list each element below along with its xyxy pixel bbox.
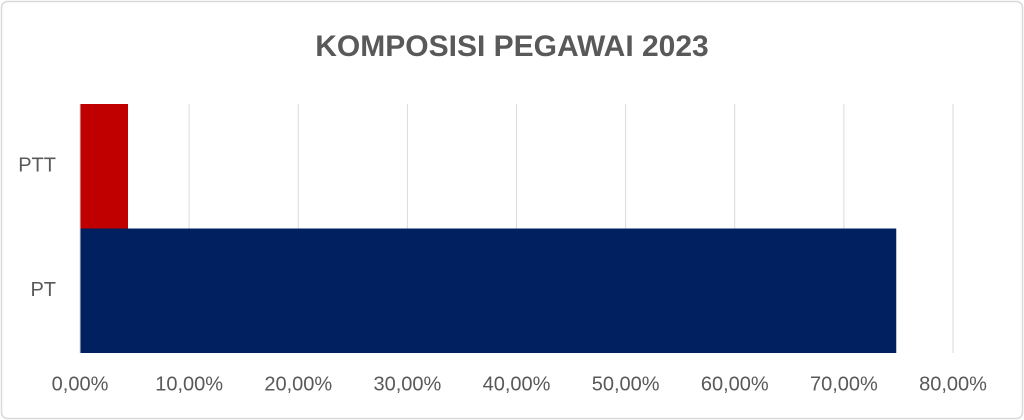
chart-title: KOMPOSISI PEGAWAI 2023 [315,30,708,63]
x-tick-label: 60,00% [701,373,769,395]
x-tick-label: 80,00% [919,373,987,395]
x-tick-label: 40,00% [483,373,551,395]
x-tick-label: 10,00% [155,373,223,395]
x-tick-label: 30,00% [373,373,441,395]
x-tick-label: 20,00% [264,373,332,395]
y-tick-label: PTT [18,155,56,177]
x-tick-label: 0,00% [52,373,109,395]
y-tick-label: PT [30,279,56,301]
x-tick-label: 50,00% [592,373,660,395]
bar [80,104,129,229]
x-tick-label: 70,00% [810,373,878,395]
bar [80,228,897,353]
